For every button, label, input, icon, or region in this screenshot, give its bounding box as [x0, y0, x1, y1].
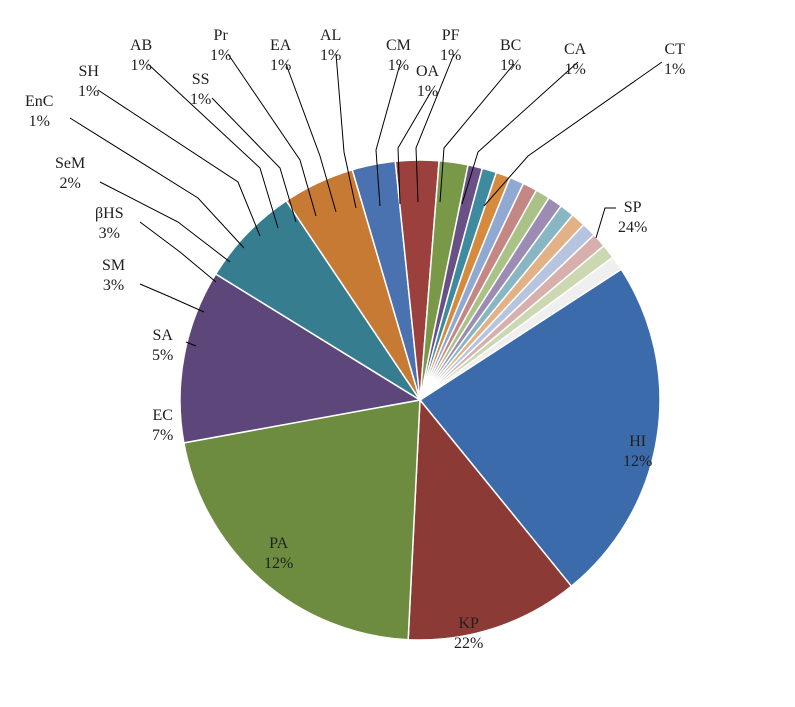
label-pct: 24% — [618, 218, 647, 238]
label-pct: 1% — [564, 60, 586, 80]
label-pct: 1% — [130, 56, 152, 76]
label-al: AL1% — [320, 26, 341, 66]
label-code: OA — [416, 62, 439, 82]
label-code: CM — [386, 36, 411, 56]
label-code: SA — [152, 326, 173, 346]
label-code: EnC — [25, 92, 53, 112]
label-pct: 1% — [500, 56, 521, 76]
label-code: βHS — [95, 204, 124, 224]
label-hi: HI12% — [623, 432, 652, 472]
pie-chart — [0, 0, 795, 707]
label-pct: 1% — [386, 56, 411, 76]
label-code: SS — [190, 70, 211, 90]
label-pct: 2% — [55, 174, 85, 194]
label-βhs: βHS3% — [95, 204, 124, 244]
label-ab: AB1% — [130, 36, 152, 76]
label-cm: CM1% — [386, 36, 411, 76]
label-code: EC — [152, 406, 173, 426]
label-code: CA — [564, 40, 586, 60]
label-pct: 1% — [25, 112, 53, 132]
label-pct: 3% — [95, 224, 124, 244]
label-pct: 7% — [152, 426, 173, 446]
label-code: KP — [454, 614, 483, 634]
label-pf: PF1% — [440, 26, 461, 66]
label-ec: EC7% — [152, 406, 173, 446]
leader-βhs — [140, 222, 216, 282]
label-code: AL — [320, 26, 341, 46]
label-oa: OA1% — [416, 62, 439, 102]
label-pct: 22% — [454, 634, 483, 654]
label-ct: CT1% — [664, 40, 685, 80]
label-pct: 12% — [264, 554, 293, 574]
label-code: SH — [78, 62, 99, 82]
label-code: AB — [130, 36, 152, 56]
label-pct: 1% — [440, 46, 461, 66]
label-code: Pr — [210, 26, 231, 46]
label-enc: EnC1% — [25, 92, 53, 132]
label-pct: 1% — [190, 90, 211, 110]
label-code: CT — [664, 40, 685, 60]
label-pct: 1% — [210, 46, 231, 66]
label-pct: 1% — [78, 82, 99, 102]
label-ss: SS1% — [190, 70, 211, 110]
leader-sm — [140, 284, 204, 312]
label-pr: Pr1% — [210, 26, 231, 66]
label-code: SeM — [55, 154, 85, 174]
label-bc: BC1% — [500, 36, 521, 76]
label-pa: PA12% — [264, 534, 293, 574]
label-code: HI — [623, 432, 652, 452]
label-ea: EA1% — [270, 36, 291, 76]
label-sp: SP24% — [618, 198, 647, 238]
label-code: PA — [264, 534, 293, 554]
label-pct: 1% — [664, 60, 685, 80]
label-code: SM — [102, 256, 125, 276]
label-pct: 3% — [102, 276, 125, 296]
label-sh: SH1% — [78, 62, 99, 102]
label-pct: 5% — [152, 346, 173, 366]
label-pct: 1% — [320, 46, 341, 66]
label-pct: 12% — [623, 452, 652, 472]
label-code: SP — [618, 198, 647, 218]
label-code: PF — [440, 26, 461, 46]
label-pct: 1% — [416, 82, 439, 102]
label-pct: 1% — [270, 56, 291, 76]
label-kp: KP22% — [454, 614, 483, 654]
label-ca: CA1% — [564, 40, 586, 80]
leader-sp — [596, 208, 616, 238]
label-sa: SA5% — [152, 326, 173, 366]
label-sm: SM3% — [102, 256, 125, 296]
label-code: BC — [500, 36, 521, 56]
label-sem: SeM2% — [55, 154, 85, 194]
label-code: EA — [270, 36, 291, 56]
